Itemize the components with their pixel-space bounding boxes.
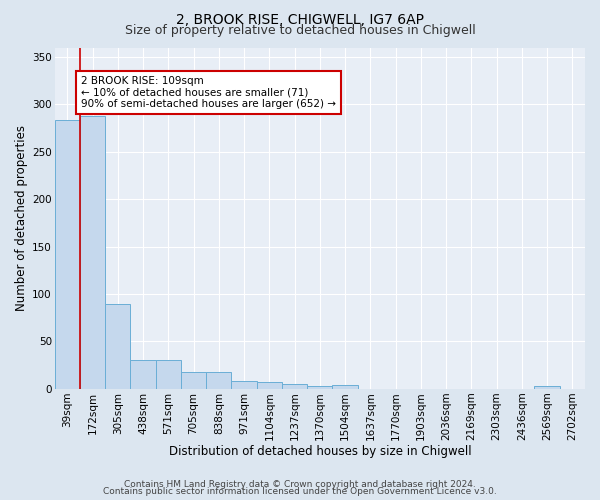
- Bar: [232, 381, 257, 389]
- Bar: [282, 384, 307, 389]
- Bar: [206, 372, 232, 389]
- Bar: [130, 360, 156, 389]
- Bar: [156, 360, 181, 389]
- Bar: [55, 120, 80, 389]
- Bar: [105, 304, 130, 389]
- Bar: [535, 386, 560, 389]
- Text: 2 BROOK RISE: 109sqm
← 10% of detached houses are smaller (71)
90% of semi-detac: 2 BROOK RISE: 109sqm ← 10% of detached h…: [81, 76, 336, 109]
- Bar: [257, 382, 282, 389]
- Y-axis label: Number of detached properties: Number of detached properties: [15, 125, 28, 311]
- Text: 2, BROOK RISE, CHIGWELL, IG7 6AP: 2, BROOK RISE, CHIGWELL, IG7 6AP: [176, 12, 424, 26]
- X-axis label: Distribution of detached houses by size in Chigwell: Distribution of detached houses by size …: [169, 444, 471, 458]
- Text: Contains HM Land Registry data © Crown copyright and database right 2024.: Contains HM Land Registry data © Crown c…: [124, 480, 476, 489]
- Bar: [181, 372, 206, 389]
- Bar: [80, 116, 105, 389]
- Bar: [332, 385, 358, 389]
- Text: Contains public sector information licensed under the Open Government Licence v3: Contains public sector information licen…: [103, 488, 497, 496]
- Text: Size of property relative to detached houses in Chigwell: Size of property relative to detached ho…: [125, 24, 475, 37]
- Bar: [307, 386, 332, 389]
